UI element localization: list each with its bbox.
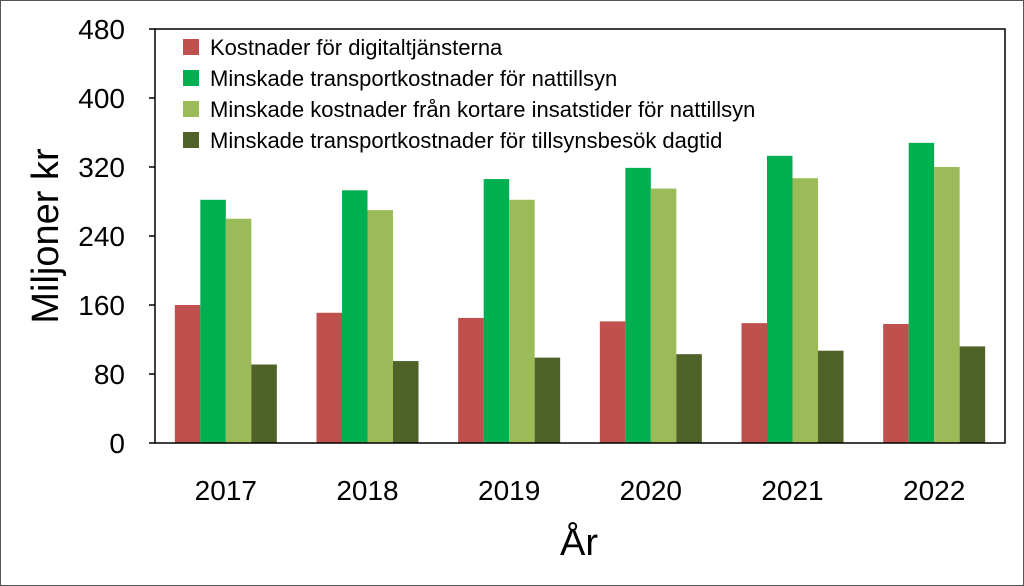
legend: Kostnader för digitaltjänsterna Minskade … bbox=[183, 35, 755, 153]
legend-label-4: Minskade transportkostnader för tillsyns… bbox=[210, 128, 722, 153]
y-tick-label-240: 240 bbox=[78, 221, 125, 252]
bar-4-2021 bbox=[818, 350, 844, 443]
bar-3-2017 bbox=[225, 218, 252, 443]
bar-4-2022 bbox=[959, 346, 986, 443]
bar-2-2019 bbox=[483, 179, 510, 443]
bar-2-2022 bbox=[908, 142, 935, 443]
bar-1-2019 bbox=[458, 317, 484, 443]
y-tick-label-320: 320 bbox=[78, 152, 125, 183]
x-tick-label-2020: 2020 bbox=[620, 475, 682, 506]
x-tick-label-2017: 2017 bbox=[195, 475, 257, 506]
bar-2-2018 bbox=[342, 190, 368, 443]
x-axis-title: År bbox=[560, 520, 598, 564]
legend-swatch-4 bbox=[183, 132, 199, 148]
bar-3-2021 bbox=[792, 178, 818, 443]
bar-3-2019 bbox=[509, 199, 535, 443]
y-tick-label-400: 400 bbox=[78, 83, 125, 114]
x-tick-label-2019: 2019 bbox=[478, 475, 540, 506]
bar-4-2020 bbox=[676, 354, 702, 443]
legend-label-1: Kostnader för digitaltjänsterna bbox=[210, 35, 503, 60]
legend-label-2: Minskade transportkostnader för nattills… bbox=[210, 66, 617, 91]
bar-1-2021 bbox=[741, 323, 767, 443]
y-tick-label-480: 480 bbox=[78, 14, 125, 45]
bar-4-2019 bbox=[534, 357, 561, 443]
y-tick-label-160: 160 bbox=[78, 290, 125, 321]
bar-1-2018 bbox=[316, 312, 342, 443]
axes-layer: 2017 2018 2019 2020 2021 2022 0 80 160 240 320 400 4… bbox=[78, 14, 1006, 506]
bar-2-2021 bbox=[767, 155, 793, 443]
bar-2-2020 bbox=[625, 167, 651, 444]
bar-4-2018 bbox=[393, 361, 419, 443]
bar-3-2020 bbox=[650, 188, 677, 443]
x-tick-label-2021: 2021 bbox=[761, 475, 823, 506]
y-tick-label-0: 0 bbox=[109, 428, 125, 459]
legend-swatch-2 bbox=[183, 70, 199, 86]
bars-layer bbox=[174, 142, 986, 444]
x-tick-label-2022: 2022 bbox=[903, 475, 965, 506]
bar-3-2022 bbox=[934, 167, 960, 443]
bar-1-2020 bbox=[599, 321, 626, 443]
bar-1-2017 bbox=[174, 305, 201, 443]
legend-label-3: Minskade kostnader från kortare insatsti… bbox=[210, 97, 755, 122]
x-tick-label-2018: 2018 bbox=[336, 475, 398, 506]
y-axis-title: Miljoner kr bbox=[25, 148, 67, 324]
legend-swatch-3 bbox=[183, 101, 199, 117]
bar-3-2018 bbox=[367, 210, 393, 443]
bar-2-2017 bbox=[200, 199, 226, 443]
plot-area-border bbox=[154, 28, 1006, 444]
bar-1-2022 bbox=[883, 323, 909, 443]
legend-swatch-1 bbox=[183, 39, 199, 55]
y-tick-label-80: 80 bbox=[94, 359, 125, 390]
bar-4-2017 bbox=[251, 364, 277, 443]
